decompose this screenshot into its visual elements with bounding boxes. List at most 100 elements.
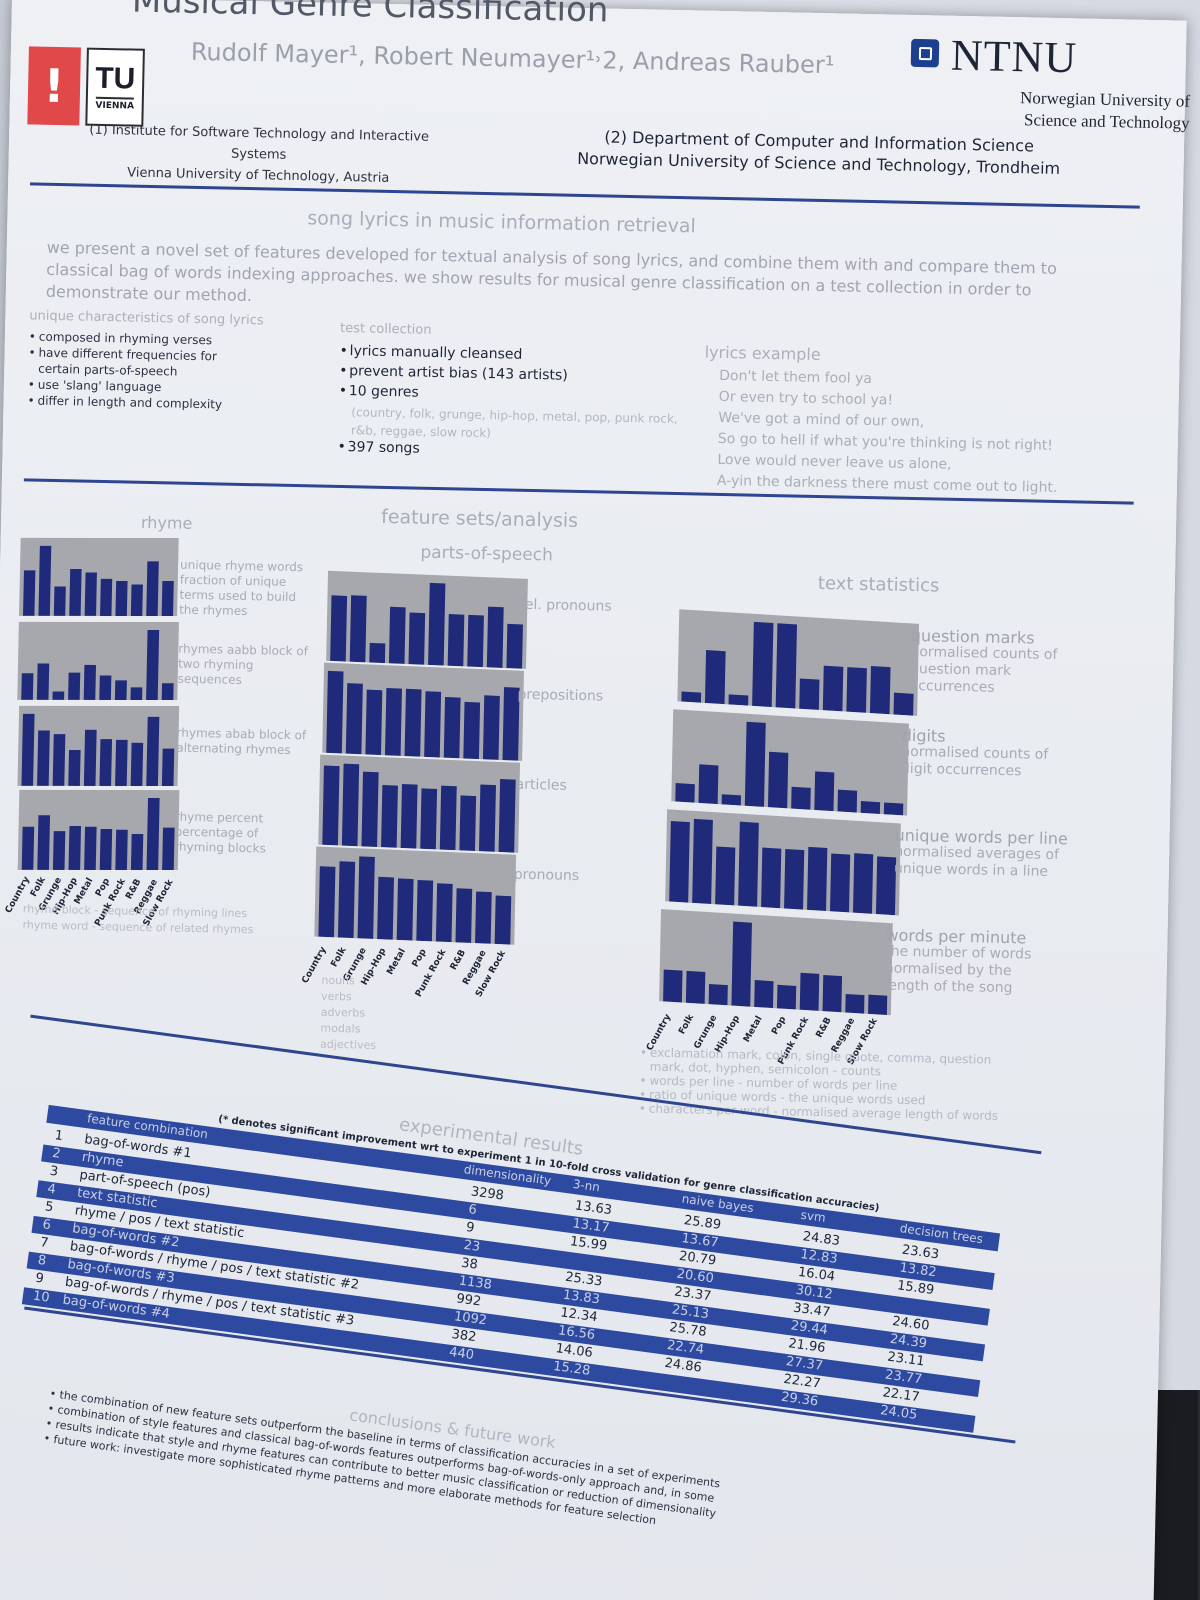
text-label-1: question marks normalised counts of ques…: [909, 625, 1058, 696]
bar: [799, 972, 820, 1011]
bar: [482, 695, 500, 760]
bar: [115, 829, 128, 871]
bar: [115, 580, 128, 616]
bar: [846, 667, 867, 713]
bar: [822, 974, 843, 1013]
text-label-2: digits normalised counts of digit occurr…: [900, 725, 1049, 780]
table-cell: 9: [34, 1270, 45, 1287]
bar: [675, 783, 695, 803]
bar: [330, 595, 348, 662]
table-cell: 5: [44, 1199, 55, 1216]
bar: [663, 969, 683, 1003]
bar: [36, 663, 50, 700]
bar: [115, 739, 128, 786]
features-title: feature sets/analysis: [380, 505, 579, 532]
tick-label: Folk: [329, 945, 349, 969]
bar: [494, 895, 512, 945]
bar: [349, 595, 367, 663]
bar: [38, 545, 52, 616]
bar: [669, 820, 690, 903]
collection-list: lyrics manually cleansed prevent artist …: [339, 341, 700, 409]
bar: [84, 572, 97, 616]
bar: [21, 673, 34, 700]
affiliation-1: (1) Institute for Software Technology an…: [89, 122, 430, 186]
table-cell: 4: [46, 1181, 57, 1198]
bar: [893, 692, 914, 716]
bar: [161, 748, 175, 787]
bar: [498, 779, 516, 853]
text-label-3: unique words per line normalised average…: [893, 825, 1069, 880]
bar: [21, 713, 35, 786]
bar: [502, 687, 520, 761]
bar: [69, 569, 82, 616]
bar: [721, 794, 742, 806]
bar: [447, 614, 465, 667]
bar: [52, 734, 66, 786]
tick-label: Metal: [385, 946, 409, 977]
bar: [704, 650, 726, 705]
bar: [868, 994, 888, 1016]
bar: [681, 691, 702, 703]
bar: [814, 771, 835, 812]
table-cell: 440: [448, 1344, 475, 1364]
pos-title: parts-of-speech: [420, 542, 554, 566]
collection-title: test collection: [339, 320, 432, 338]
bar: [852, 853, 874, 914]
feature-charts: Country Folk Grunge Hip-Hop Metal Pop Punk Roc…: [4, 0, 1152, 1067]
bar-chart-7: [318, 754, 521, 853]
bar: [428, 582, 446, 666]
bar: [161, 683, 174, 701]
tu-vienna-logo: ! TU VIENNA: [27, 46, 145, 127]
table-cell: 7: [39, 1235, 50, 1252]
tu-logo-name: TU: [94, 61, 136, 96]
bar: [23, 570, 36, 616]
bar: [146, 561, 159, 616]
bar: [53, 586, 66, 616]
bar: [388, 606, 406, 664]
bar: [99, 675, 112, 700]
text-stats-title: text statistics: [817, 573, 940, 597]
authors: Rudolf Mayer¹, Robert Neumayer¹˒2, Andre…: [190, 37, 835, 80]
table-cell: 3298: [469, 1184, 505, 1204]
bar: [396, 878, 414, 941]
bar: [784, 848, 805, 910]
bar: [715, 846, 736, 906]
text-stats-notes: exclamation mark, colon, single quote, c…: [639, 1045, 1020, 1123]
table-cell: 13.63: [573, 1198, 613, 1219]
bar: [685, 970, 706, 1004]
bar: [52, 691, 65, 700]
rhyme-title: rhyme: [140, 512, 193, 533]
list-item: differ in length and complexity: [27, 392, 257, 413]
table-cell: 6: [41, 1217, 52, 1234]
bar: [68, 672, 81, 700]
bar: [420, 788, 438, 850]
bar: [361, 771, 379, 848]
bar: [731, 921, 752, 1007]
bar: [776, 984, 797, 1010]
tick-label: Pop: [410, 947, 429, 970]
bar: [822, 665, 844, 712]
bar: [475, 891, 492, 944]
bar: [775, 623, 798, 709]
divider: [30, 182, 1140, 209]
bar: [467, 614, 484, 668]
bar: [408, 612, 426, 665]
bar: [837, 789, 858, 813]
poster-title: Musical Genre Classification: [131, 0, 609, 31]
bar: [416, 880, 434, 942]
table-cell: 6: [467, 1202, 478, 1219]
bar: [37, 730, 50, 786]
table-cell: 38: [460, 1255, 479, 1273]
bar: [744, 721, 766, 807]
bar: [337, 861, 356, 939]
characteristics-title: unique characteristics of song lyrics: [29, 308, 264, 329]
bar-chart-9: [677, 609, 920, 716]
rhyme-label-1: unique rhyme words fraction of unique te…: [179, 557, 304, 619]
bar: [860, 801, 881, 814]
bar: [478, 784, 496, 852]
bar-chart-8: [314, 846, 517, 945]
table-cell: 9: [465, 1219, 476, 1236]
bar: [381, 785, 398, 848]
